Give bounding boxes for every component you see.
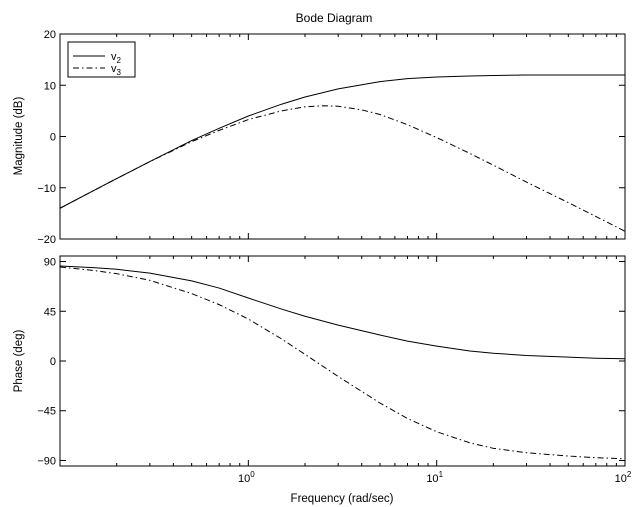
phase-y-tick-label: −90: [37, 455, 56, 467]
magnitude-axes-frame: [60, 34, 625, 239]
phase-y-tick-label: 45: [44, 306, 56, 318]
phase-y-tick-label: −45: [37, 406, 56, 418]
magnitude-line-v3: [60, 106, 625, 232]
x-tick-label-base: 10: [615, 473, 627, 485]
magnitude-panel: −20 −10 0 10 20 Magnitude (dB) v2 v3: [13, 29, 625, 246]
x-axis-label: Frequency (rad/sec): [291, 493, 394, 505]
phase-y-tick-label: 90: [44, 257, 56, 269]
x-tick-label: 102: [615, 470, 632, 485]
magnitude-series: [60, 75, 625, 231]
phase-ylabel: Phase (deg): [13, 330, 25, 393]
legend-label-v3: v3: [111, 63, 122, 77]
legend-label-v3-sub: 3: [117, 68, 122, 77]
phase-ticks: −90 −45 0 45 90: [37, 256, 625, 467]
phase-line-v3: [60, 267, 625, 459]
magnitude-y-tick-label: −10: [37, 183, 56, 195]
x-tick-label-exp: 0: [250, 470, 255, 479]
legend-box: [68, 42, 135, 77]
x-tick-label-exp: 1: [439, 470, 444, 479]
phase-line-v2: [60, 266, 625, 359]
x-tick-label-exp: 2: [627, 470, 632, 479]
phase-series: [60, 266, 625, 459]
x-tick-label-base: 10: [426, 473, 438, 485]
magnitude-y-tick-label: 20: [44, 29, 56, 41]
magnitude-line-v2: [60, 75, 625, 208]
magnitude-y-tick-label: 10: [44, 80, 56, 92]
legend-label-v2-sub: 2: [117, 56, 122, 65]
x-tick-label-base: 10: [238, 473, 250, 485]
legend: v2 v3: [68, 42, 135, 77]
magnitude-ylabel: Magnitude (dB): [13, 97, 25, 176]
phase-y-tick-label: 0: [50, 356, 56, 368]
x-tick-label: 101: [426, 470, 443, 485]
magnitude-y-tick-label: −20: [37, 234, 56, 246]
phase-axes-frame: [60, 256, 625, 466]
magnitude-ticks: −20 −10 0 10 20: [37, 29, 625, 246]
x-tick-labels: 100 101 102: [238, 470, 632, 485]
x-tick-label: 100: [238, 470, 255, 485]
magnitude-y-tick-label: 0: [50, 132, 56, 144]
chart-title: Bode Diagram: [296, 11, 373, 25]
